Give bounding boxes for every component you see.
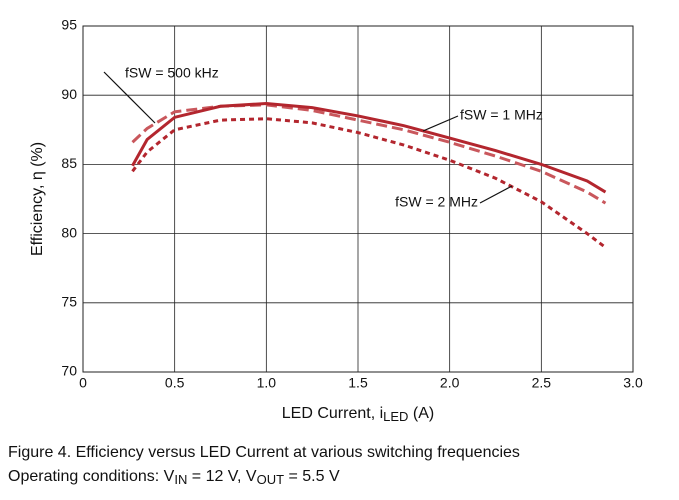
y-axis-label: Efficiency, η (%): [29, 142, 46, 256]
y-tick-label: 85: [61, 155, 77, 171]
leader-line: [479, 185, 513, 204]
x-axis-label: LED Current, iLED (A): [282, 405, 434, 424]
leader-line: [422, 115, 459, 132]
leader-line: [103, 71, 156, 124]
x-tick-label: 3.0: [623, 375, 643, 391]
series-line: [131, 117, 607, 249]
plot-frame: [82, 25, 634, 373]
series-line: [131, 101, 607, 194]
y-tick-label: 80: [61, 224, 77, 240]
y-tick-label: 95: [61, 17, 77, 33]
x-tick-label: 0: [79, 375, 87, 391]
x-tick-label: 2.5: [532, 375, 552, 391]
y-tick-label: 90: [61, 86, 77, 102]
x-tick-label: 1.0: [257, 375, 277, 391]
x-tick-label: 1.5: [348, 375, 368, 391]
series-line: [131, 103, 607, 205]
y-tick-label: 75: [61, 294, 77, 310]
x-tick-label: 2.0: [440, 375, 460, 391]
legend-label: fSW = 2 MHz: [395, 194, 478, 210]
legend-label: fSW = 1 MHz: [460, 107, 543, 123]
caption: Figure 4. Efficiency versus LED Current …: [8, 444, 520, 461]
y-tick-label: 70: [61, 363, 77, 379]
legend-label: fSW = 500 kHz: [125, 65, 219, 81]
caption: Operating conditions: VIN = 12 V, VOUT =…: [8, 468, 340, 487]
x-tick-label: 0.5: [165, 375, 185, 391]
